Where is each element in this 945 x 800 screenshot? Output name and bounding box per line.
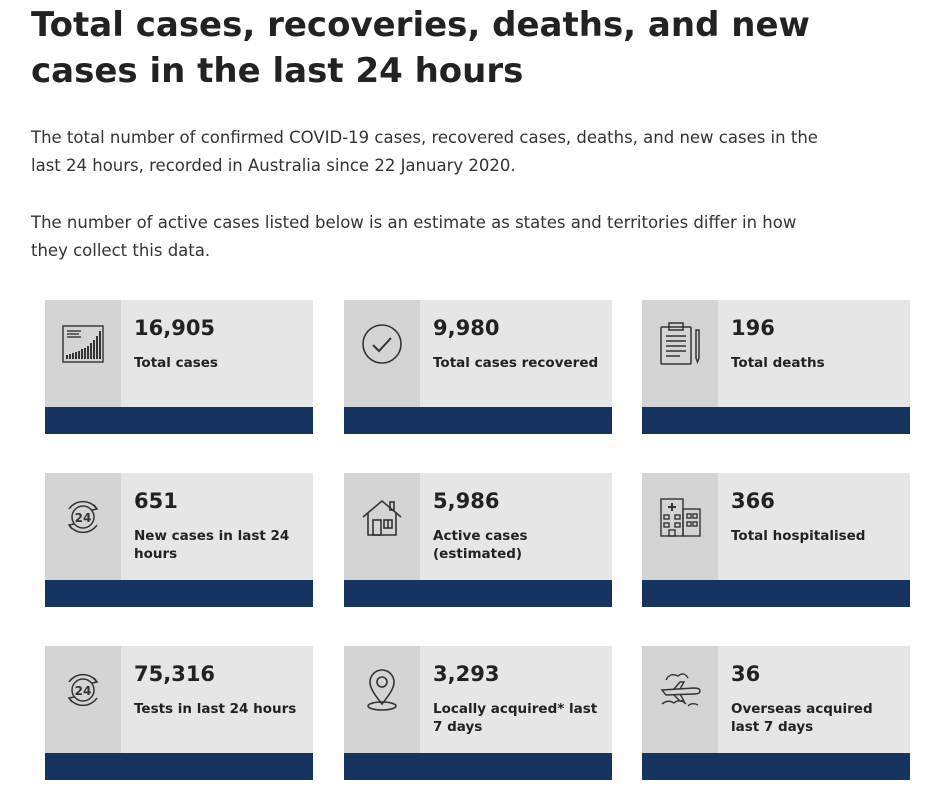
card-footer-bar <box>45 407 313 434</box>
hospitalised-value: 366 <box>731 489 775 513</box>
clipboard-icon <box>660 322 700 365</box>
airplane-icon <box>660 673 701 707</box>
card-footer-bar <box>45 753 313 780</box>
card-footer-bar <box>642 580 910 607</box>
house-icon <box>362 499 402 536</box>
checkmark-circle-icon <box>362 324 402 364</box>
locally-acquired-value: 3,293 <box>433 662 500 686</box>
card-hospitalised: 366 Total hospitalised <box>642 473 910 607</box>
tests-value: 75,316 <box>134 662 216 686</box>
card-locally-acquired: 3,293 Locally acquired* last 7 days <box>344 646 612 780</box>
total-cases-label: Total cases <box>134 355 218 371</box>
card-active-cases: 5,986 Active cases (estimated) <box>344 473 612 607</box>
total-cases-value: 16,905 <box>134 316 216 340</box>
new-cases-label: New cases in last 24 hours <box>134 528 290 562</box>
card-overseas-acquired: 36 Overseas acquired last 7 days <box>642 646 910 780</box>
total-recovered-label: Total cases recovered <box>433 355 599 371</box>
card-new-cases: 24 651 New cases in last 24 hours <box>45 473 313 607</box>
card-footer-bar <box>344 580 612 607</box>
hospitalised-label: Total hospitalised <box>731 528 866 544</box>
total-deaths-value: 196 <box>731 316 775 340</box>
card-footer-bar <box>344 407 612 434</box>
total-recovered-value: 9,980 <box>433 316 500 340</box>
card-footer-bar <box>344 753 612 780</box>
location-pin-icon <box>367 669 397 711</box>
intro-paragraph: The total number of confirmed COVID-19 c… <box>31 128 818 175</box>
card-total-recovered: 9,980 Total cases recovered <box>344 300 612 434</box>
svg-text:24: 24 <box>75 511 92 525</box>
total-deaths-label: Total deaths <box>731 355 825 371</box>
card-footer-bar <box>642 753 910 780</box>
active-cases-note: The number of active cases listed below … <box>31 213 797 260</box>
24-hours-icon: 24 <box>67 673 99 707</box>
svg-text:24: 24 <box>75 684 92 698</box>
card-total-cases: 16,905 Total cases <box>45 300 313 434</box>
card-tests: 24 75,316 Tests in last 24 hours <box>45 646 313 780</box>
card-footer-bar <box>45 580 313 607</box>
overseas-acquired-value: 36 <box>731 662 761 686</box>
active-cases-value: 5,986 <box>433 489 500 513</box>
24-hours-icon: 24 <box>67 500 99 534</box>
locally-acquired-label: Locally acquired* last 7 days <box>433 701 598 735</box>
new-cases-value: 651 <box>134 489 178 513</box>
card-total-deaths: 196 Total deaths <box>642 300 910 434</box>
hospital-icon <box>660 498 701 537</box>
overseas-acquired-label: Overseas acquired last 7 days <box>731 701 873 735</box>
card-footer-bar <box>642 407 910 434</box>
page-title: Total cases, recoveries, deaths, and new… <box>31 5 810 91</box>
chart-icon <box>62 325 104 363</box>
tests-label: Tests in last 24 hours <box>134 701 297 717</box>
active-cases-label: Active cases (estimated) <box>433 528 528 562</box>
